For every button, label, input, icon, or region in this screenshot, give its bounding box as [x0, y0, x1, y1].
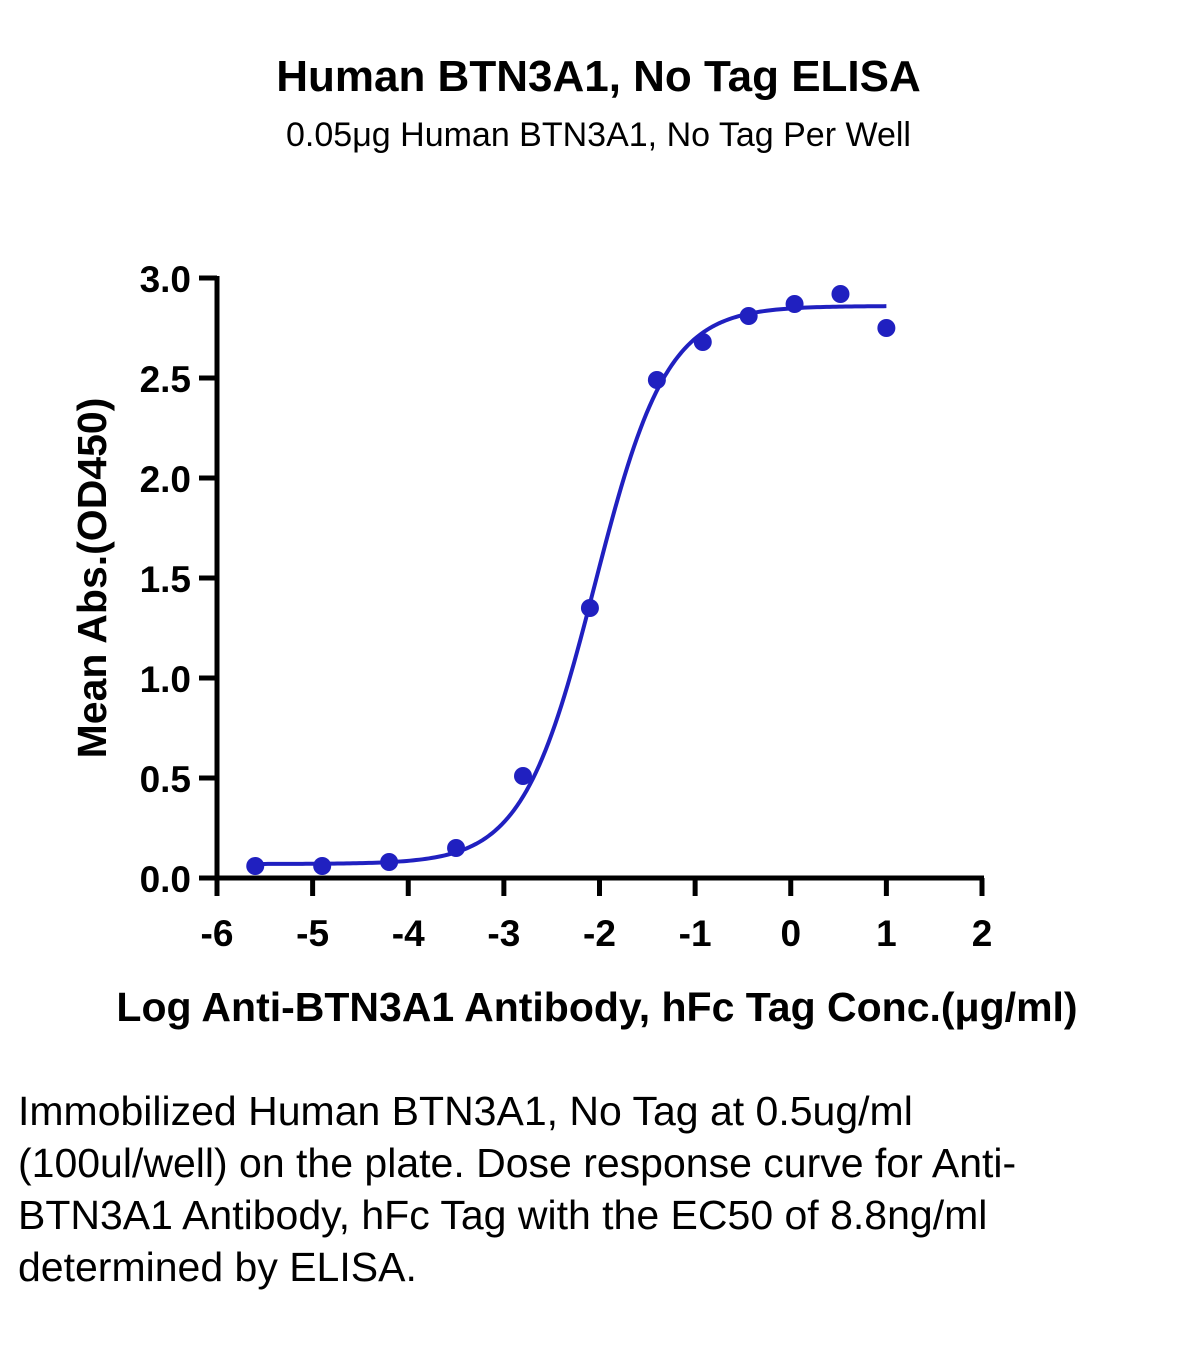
- chart-subtitle: 0.05μg Human BTN3A1, No Tag Per Well: [286, 116, 911, 154]
- caption-text: Immobilized Human BTN3A1, No Tag at 0.5u…: [18, 1088, 1017, 1290]
- axes: 0.0 0.5 1.0 1.5 2.0 2.5 3.0 -6 -5 -4 -3 -2 -1 0 1 2: [140, 259, 993, 954]
- y-tick-label: 3.0: [140, 259, 191, 300]
- x-tick-label: -3: [487, 913, 520, 954]
- y-tick-label: 2.0: [140, 459, 191, 500]
- data-point: [313, 857, 332, 875]
- chart-title: Human BTN3A1, No Tag ELISA: [276, 52, 921, 101]
- x-tick-label: 2: [972, 913, 993, 954]
- x-tick-label: -2: [583, 913, 616, 954]
- data-point: [447, 839, 466, 857]
- data-point: [831, 285, 850, 303]
- x-axis-label: Log Anti-BTN3A1 Antibody, hFc Tag Conc.(…: [116, 984, 1077, 1030]
- data-points-layer: [246, 285, 896, 875]
- x-tick-label: 1: [876, 913, 897, 954]
- y-tick-label: 1.0: [140, 659, 191, 700]
- fit-curve-layer: [255, 304, 887, 866]
- data-point: [647, 371, 666, 389]
- x-tick-label: -6: [201, 913, 234, 954]
- y-tick-label: 0.0: [140, 859, 191, 900]
- data-point: [580, 599, 599, 617]
- y-tick-label: 1.5: [140, 559, 191, 600]
- data-point: [739, 307, 758, 325]
- x-tick-label: -5: [296, 913, 329, 954]
- data-point: [693, 333, 712, 351]
- y-tick-label: 0.5: [140, 759, 191, 800]
- x-tick-label: -4: [392, 913, 425, 954]
- data-point: [246, 857, 265, 875]
- data-point: [877, 319, 896, 337]
- x-tick-label: 0: [780, 913, 801, 954]
- data-point: [380, 853, 399, 871]
- data-point: [514, 767, 532, 785]
- fit-curve: [255, 304, 887, 866]
- elisa-chart: 0.0 0.5 1.0 1.5 2.0 2.5 3.0 -6 -5 -4 -3 -2 -1 0 1 2 Mea…: [69, 259, 1078, 1030]
- data-point: [785, 295, 804, 313]
- x-tick-label: -1: [679, 913, 712, 954]
- y-tick-label: 2.5: [140, 359, 191, 400]
- y-axis-label: Mean Abs.(OD450): [69, 398, 115, 759]
